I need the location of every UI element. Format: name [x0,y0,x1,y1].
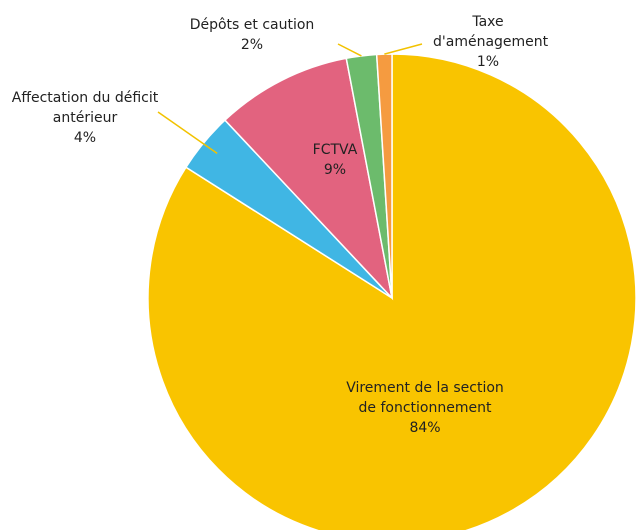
pie-slice [223,57,394,301]
slice-label: Affectation du déficit antérieur 4% [10,88,160,148]
slice-value: 84% [409,420,441,436]
slice-label: Taxe d'aménagement 1% [433,12,549,72]
leader-line [384,43,423,55]
slice-name: Virement de la section de fonctionnement [346,380,504,416]
slice-label: FCTVA 9% [295,140,375,180]
leader-line [337,43,362,57]
slice-value: 9% [323,162,347,178]
leader-line [157,111,218,154]
slice-name: FCTVA [312,142,358,158]
slice-name: Taxe d'aménagement [433,14,549,50]
pie-slice [375,53,393,299]
slice-name: Dépôts et caution [189,17,315,33]
slice-label: Dépôts et caution 2% [177,15,327,55]
slice-value: 4% [73,130,97,146]
slice-name: Affectation du déficit antérieur [11,90,159,126]
slice-label: Virement de la section de fonctionnement… [345,378,505,438]
slice-value: 2% [240,37,264,53]
slice-value: 1% [476,54,500,70]
pie-slice [147,53,637,530]
